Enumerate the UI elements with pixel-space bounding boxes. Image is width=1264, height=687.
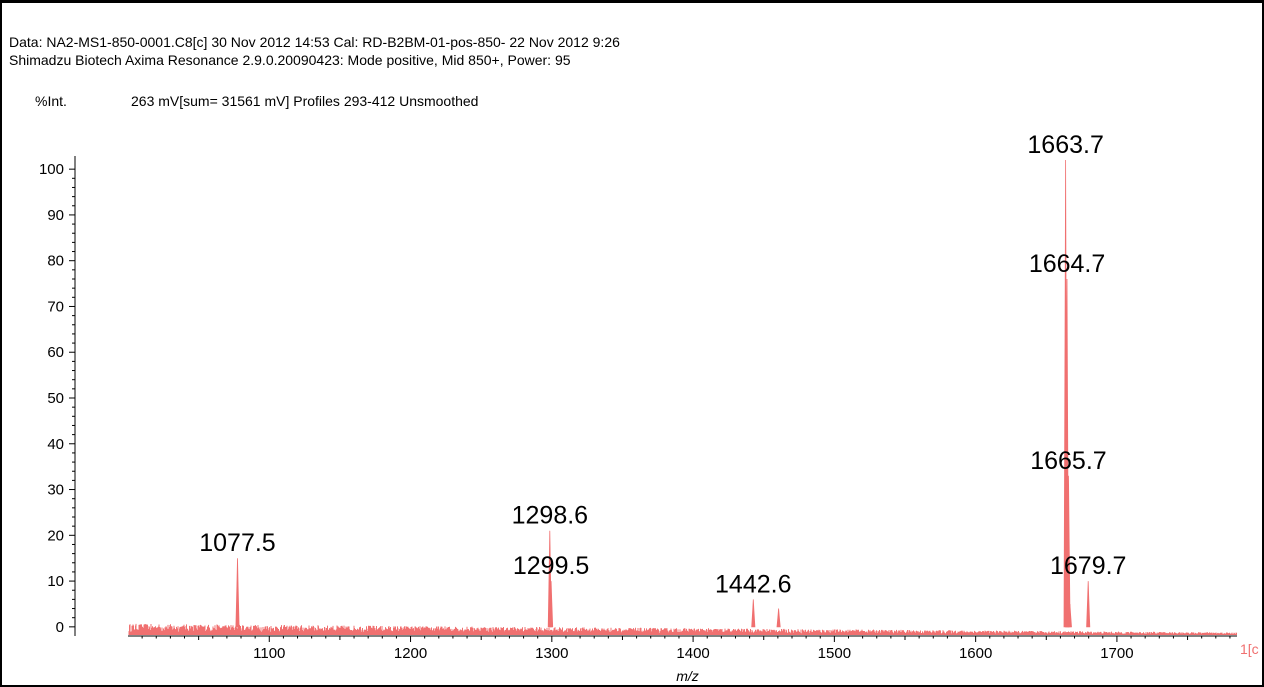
axis-end-label: 1[c (1240, 641, 1259, 657)
x-tick-label: 1100 (253, 645, 285, 662)
peak-label: 1077.5 (199, 529, 275, 557)
peak-layer (235, 159, 1091, 628)
noise-baseline (128, 623, 1237, 635)
data-info-line: Data: NA2-MS1-850-0001.C8[c] 30 Nov 2012… (9, 34, 620, 50)
peak-1077.5 (235, 558, 240, 628)
x-tick-label: 1700 (1100, 645, 1133, 662)
y-tick-label: 0 (56, 619, 64, 636)
y-tick-label: 100 (39, 161, 64, 178)
y-unit-label: %Int. (35, 93, 67, 109)
peak-1442.6 (751, 599, 756, 628)
y-tick-label: 60 (47, 344, 64, 361)
y-tick-label: 70 (47, 298, 64, 315)
instrument-info-line: Shimadzu Biotech Axima Resonance 2.9.0.2… (9, 52, 571, 68)
peak-label: 1298.6 (512, 502, 588, 530)
peak-label: 1664.7 (1029, 250, 1105, 278)
x-tick-label: 1500 (818, 645, 851, 662)
x-tick-label: 1400 (676, 645, 709, 662)
acquisition-info: 263 mV[sum= 31561 mV] Profiles 293-412 U… (131, 93, 479, 109)
y-tick-label: 10 (47, 573, 64, 590)
x-axis-label: m/z (676, 668, 699, 684)
y-tick-label: 80 (47, 253, 64, 270)
axes: 1100 1200 1300 1400 1500 1600 1700 0 10 20 30 40 50 6… (39, 156, 1259, 684)
peak-1666.7 (1067, 603, 1072, 628)
y-tick-label: 20 (47, 527, 64, 544)
peak-label: 1665.7 (1030, 447, 1106, 475)
peak-labels: 1663.7 1664.7 1665.7 1679.7 1298.6 1299.5 1077… (199, 131, 1126, 598)
x-tick-label: 1600 (959, 645, 992, 662)
y-tick-label: 30 (47, 482, 64, 499)
peak-label: 1442.6 (715, 570, 791, 598)
peak-1460.5 (776, 608, 781, 628)
peak-label: 1663.7 (1027, 131, 1103, 159)
y-tick-label: 50 (47, 390, 64, 407)
y-tick-label: 40 (47, 436, 64, 453)
y-tick-label: 90 (47, 207, 64, 224)
x-tick-label: 1300 (535, 645, 568, 662)
peak-label: 1299.5 (513, 552, 589, 580)
peak-1679.7 (1086, 581, 1091, 628)
peak-label: 1679.7 (1050, 552, 1126, 580)
noise-trace (128, 623, 1237, 635)
peak-1299.5 (549, 581, 554, 628)
x-tick-label: 1200 (394, 645, 427, 662)
